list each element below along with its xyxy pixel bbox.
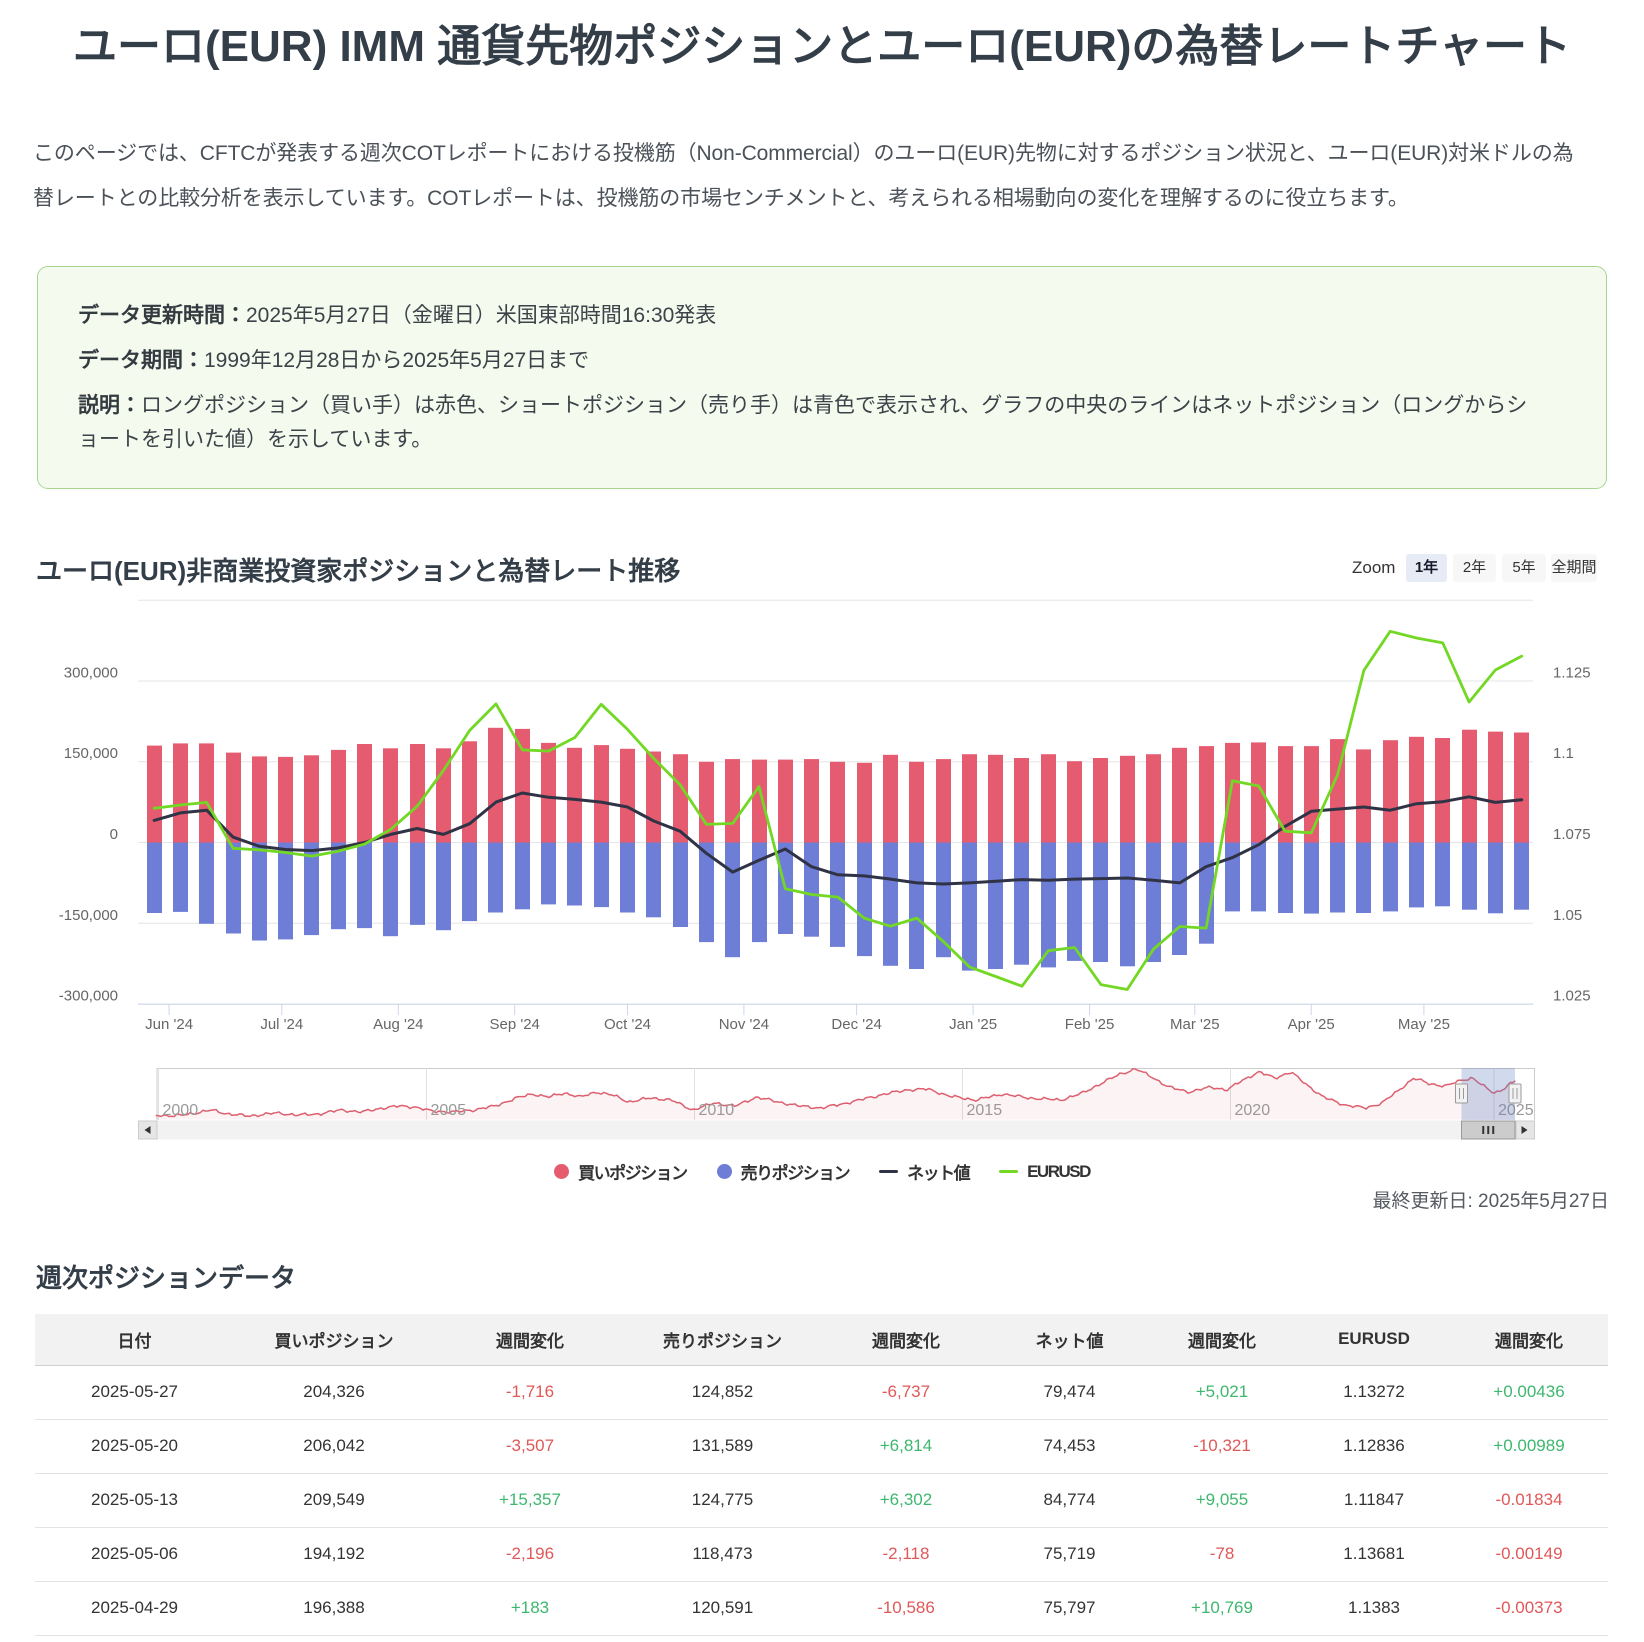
svg-text:Sep '24: Sep '24 bbox=[489, 1016, 539, 1033]
svg-text:-150,000: -150,000 bbox=[59, 907, 118, 924]
svg-text:May '25: May '25 bbox=[1398, 1016, 1450, 1033]
svg-text:2025: 2025 bbox=[1498, 1102, 1534, 1119]
svg-text:Feb '25: Feb '25 bbox=[1065, 1016, 1115, 1033]
svg-text:1.1: 1.1 bbox=[1553, 745, 1574, 762]
svg-text:Aug '24: Aug '24 bbox=[373, 1016, 423, 1033]
svg-text:-300,000: -300,000 bbox=[59, 988, 118, 1005]
svg-text:2005: 2005 bbox=[431, 1102, 467, 1119]
svg-text:1.075: 1.075 bbox=[1553, 826, 1591, 843]
svg-text:2020: 2020 bbox=[1235, 1102, 1271, 1119]
svg-text:Jul '24: Jul '24 bbox=[260, 1016, 303, 1033]
svg-text:Nov '24: Nov '24 bbox=[719, 1016, 769, 1033]
svg-text:Jan '25: Jan '25 bbox=[949, 1016, 997, 1033]
svg-text:150,000: 150,000 bbox=[64, 745, 118, 762]
svg-text:1.125: 1.125 bbox=[1553, 665, 1591, 682]
svg-text:Oct '24: Oct '24 bbox=[604, 1016, 651, 1033]
svg-text:0: 0 bbox=[110, 826, 118, 843]
svg-text:300,000: 300,000 bbox=[64, 665, 118, 682]
svg-text:Dec '24: Dec '24 bbox=[831, 1016, 881, 1033]
svg-text:2000: 2000 bbox=[163, 1102, 199, 1119]
svg-text:2015: 2015 bbox=[967, 1102, 1003, 1119]
svg-text:2010: 2010 bbox=[699, 1102, 735, 1119]
svg-text:Apr '25: Apr '25 bbox=[1288, 1016, 1335, 1033]
svg-text:Jun '24: Jun '24 bbox=[145, 1016, 193, 1033]
svg-text:1.05: 1.05 bbox=[1553, 907, 1582, 924]
svg-text:1.025: 1.025 bbox=[1553, 988, 1591, 1005]
svg-text:Mar '25: Mar '25 bbox=[1170, 1016, 1220, 1033]
